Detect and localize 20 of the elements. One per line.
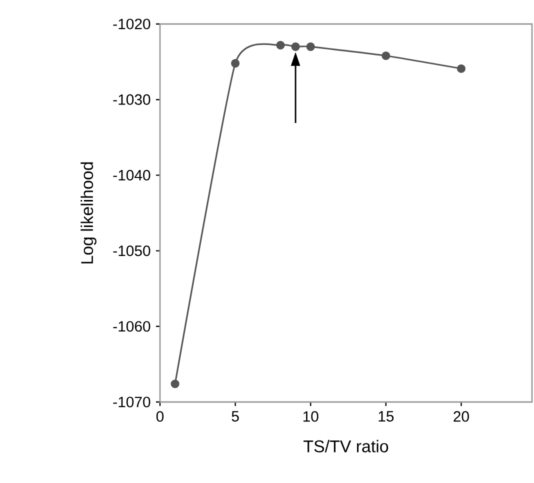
point [306, 42, 315, 51]
x-tick-label: 15 [378, 411, 394, 422]
y-tick-label: -1040 [113, 170, 150, 180]
x-tick-label: 10 [303, 411, 318, 422]
point [382, 51, 390, 60]
y-tick-label: -1030 [113, 94, 150, 105]
y-tick-label: -1050 [113, 246, 150, 256]
point [170, 380, 180, 388]
point [276, 40, 285, 50]
point [291, 42, 300, 51]
x-tick-label: 0 [156, 411, 164, 422]
y-tick-label: -1020 [113, 18, 150, 30]
x-tick-label: 5 [232, 411, 239, 422]
y-tick-label: -1060 [113, 321, 150, 332]
point [231, 59, 240, 68]
point [456, 64, 466, 73]
y-tick-label: -1070 [113, 396, 150, 408]
x-axis-title: TS/TV ratio [304, 440, 388, 452]
y-axis-title: Log likelihood [80, 162, 96, 264]
x-tick-label: 20 [454, 411, 469, 422]
